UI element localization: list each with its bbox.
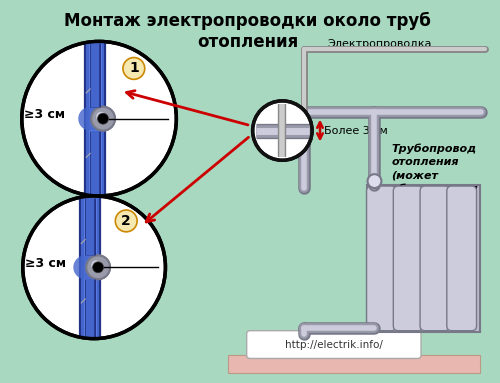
Text: http://electrik.info/: http://electrik.info/ (285, 340, 383, 350)
Circle shape (96, 112, 106, 122)
Circle shape (92, 262, 104, 273)
Circle shape (91, 260, 101, 270)
Bar (83, 198, 97, 337)
Circle shape (96, 112, 106, 122)
Text: ≥3 см: ≥3 см (25, 257, 66, 270)
Circle shape (86, 255, 110, 279)
Bar (88, 43, 102, 194)
Text: Монтаж электропроводки около труб
отопления: Монтаж электропроводки около труб отопле… (64, 12, 431, 51)
Text: ≥3 см: ≥3 см (24, 108, 65, 121)
Circle shape (22, 41, 176, 196)
FancyBboxPatch shape (246, 331, 421, 358)
FancyBboxPatch shape (366, 186, 396, 331)
Circle shape (116, 210, 137, 232)
Circle shape (91, 260, 101, 270)
FancyBboxPatch shape (394, 186, 423, 331)
Circle shape (252, 101, 312, 160)
Text: 2: 2 (122, 214, 131, 228)
Bar (366, 185, 480, 332)
Text: Трубопровод
отопления
(может
образоваться
конденсат): Трубопровод отопления (может образоватьс… (392, 144, 478, 208)
Circle shape (86, 255, 110, 279)
FancyBboxPatch shape (447, 186, 476, 331)
Circle shape (123, 57, 144, 79)
Bar (228, 355, 480, 373)
Text: Более 3 см: Более 3 см (324, 126, 388, 136)
Text: Электропроводка: Электропроводка (327, 39, 432, 49)
Text: 1: 1 (129, 61, 138, 75)
Circle shape (91, 107, 115, 131)
Circle shape (91, 107, 115, 131)
Circle shape (23, 196, 166, 339)
Circle shape (368, 174, 382, 188)
Circle shape (98, 113, 108, 124)
FancyBboxPatch shape (420, 186, 450, 331)
